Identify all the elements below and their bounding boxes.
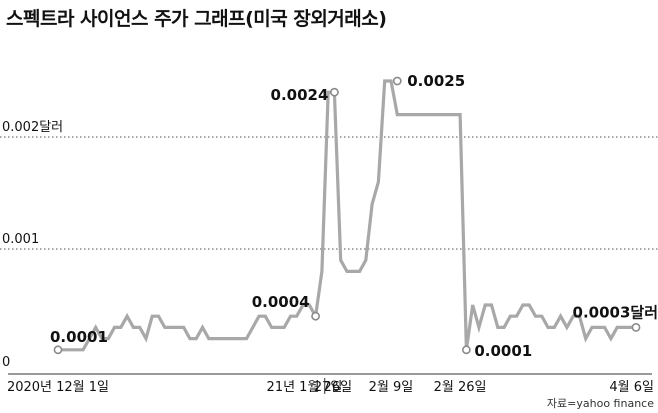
chart-title: 스펙트라 사이언스 주가 그래프(미국 장외거래소) xyxy=(6,8,387,30)
data-point-marker xyxy=(392,76,402,86)
data-label: 0.0024 xyxy=(271,86,329,104)
data-label: 0.0001 xyxy=(50,328,108,346)
data-point-marker xyxy=(330,87,339,97)
price-line xyxy=(58,79,636,352)
x-tick-label: 2020년 12월 1일 xyxy=(7,380,109,395)
x-tick-label: 4월 6일 xyxy=(609,380,654,395)
source-note: 자료=yahoo finance xyxy=(546,397,654,410)
data-point-marker xyxy=(461,345,471,355)
data-point-marker xyxy=(631,322,641,332)
data-label: 0.0004 xyxy=(252,293,310,311)
x-tick-label: 2월 26일 xyxy=(434,380,487,395)
y-tick-label: 0.001 xyxy=(2,232,39,247)
y-tick-label: 0.002달러 xyxy=(2,120,63,135)
data-label: 0.0001 xyxy=(474,342,532,360)
x-tick-label: 21년 1월 26일 xyxy=(267,380,353,395)
x-tick-label: 27일 xyxy=(314,380,343,395)
data-label: 0.0003달러 xyxy=(573,303,658,321)
data-label: 0.0025 xyxy=(407,72,465,90)
y-tick-label: 0 xyxy=(2,355,10,370)
data-point-marker xyxy=(53,345,63,355)
data-point-marker xyxy=(311,311,320,321)
x-tick-label: 2월 9일 xyxy=(369,380,414,395)
